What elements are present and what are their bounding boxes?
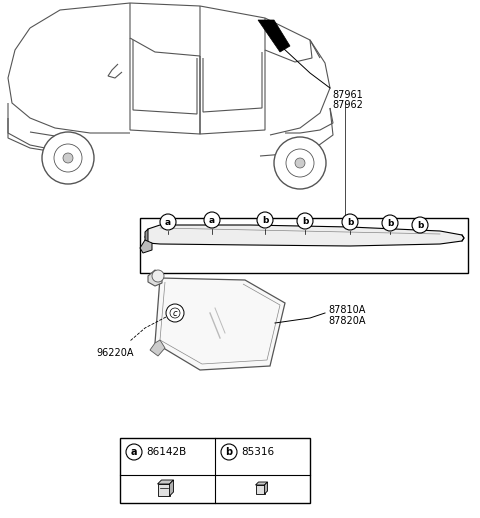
Circle shape xyxy=(221,444,237,460)
Text: b: b xyxy=(347,218,353,226)
Circle shape xyxy=(382,215,398,231)
Polygon shape xyxy=(145,225,464,246)
Text: 87820A: 87820A xyxy=(328,316,365,326)
Circle shape xyxy=(42,132,94,184)
Text: c: c xyxy=(173,309,177,318)
Text: b: b xyxy=(262,215,268,224)
Text: 87961: 87961 xyxy=(332,90,363,100)
Circle shape xyxy=(295,158,305,168)
Polygon shape xyxy=(148,270,162,286)
Polygon shape xyxy=(157,480,173,484)
Circle shape xyxy=(166,304,184,322)
Text: 96220A: 96220A xyxy=(96,348,134,358)
Text: b: b xyxy=(417,221,423,229)
Text: a: a xyxy=(165,218,171,226)
Circle shape xyxy=(204,212,220,228)
Polygon shape xyxy=(150,340,165,356)
Polygon shape xyxy=(169,480,173,496)
Polygon shape xyxy=(157,484,169,496)
Circle shape xyxy=(63,153,73,163)
Circle shape xyxy=(257,212,273,228)
Text: b: b xyxy=(387,219,393,227)
Polygon shape xyxy=(155,278,285,370)
Circle shape xyxy=(412,217,428,233)
Circle shape xyxy=(274,137,326,189)
Circle shape xyxy=(126,444,142,460)
Circle shape xyxy=(170,308,180,318)
Text: 86142B: 86142B xyxy=(146,447,186,457)
Circle shape xyxy=(297,213,313,229)
Text: 87810A: 87810A xyxy=(328,305,365,315)
Circle shape xyxy=(152,270,164,282)
Polygon shape xyxy=(264,482,267,494)
Text: b: b xyxy=(226,447,233,457)
Text: a: a xyxy=(131,447,137,457)
FancyBboxPatch shape xyxy=(120,438,310,503)
Polygon shape xyxy=(258,20,290,52)
FancyBboxPatch shape xyxy=(140,218,468,273)
Circle shape xyxy=(54,144,82,172)
Circle shape xyxy=(286,149,314,177)
Circle shape xyxy=(160,214,176,230)
Polygon shape xyxy=(255,485,264,494)
Text: b: b xyxy=(302,217,308,225)
Circle shape xyxy=(342,214,358,230)
Text: a: a xyxy=(209,215,215,224)
Text: 85316: 85316 xyxy=(241,447,274,457)
Polygon shape xyxy=(255,482,267,485)
Text: 87962: 87962 xyxy=(332,100,363,110)
Polygon shape xyxy=(145,229,148,243)
Polygon shape xyxy=(140,240,152,253)
